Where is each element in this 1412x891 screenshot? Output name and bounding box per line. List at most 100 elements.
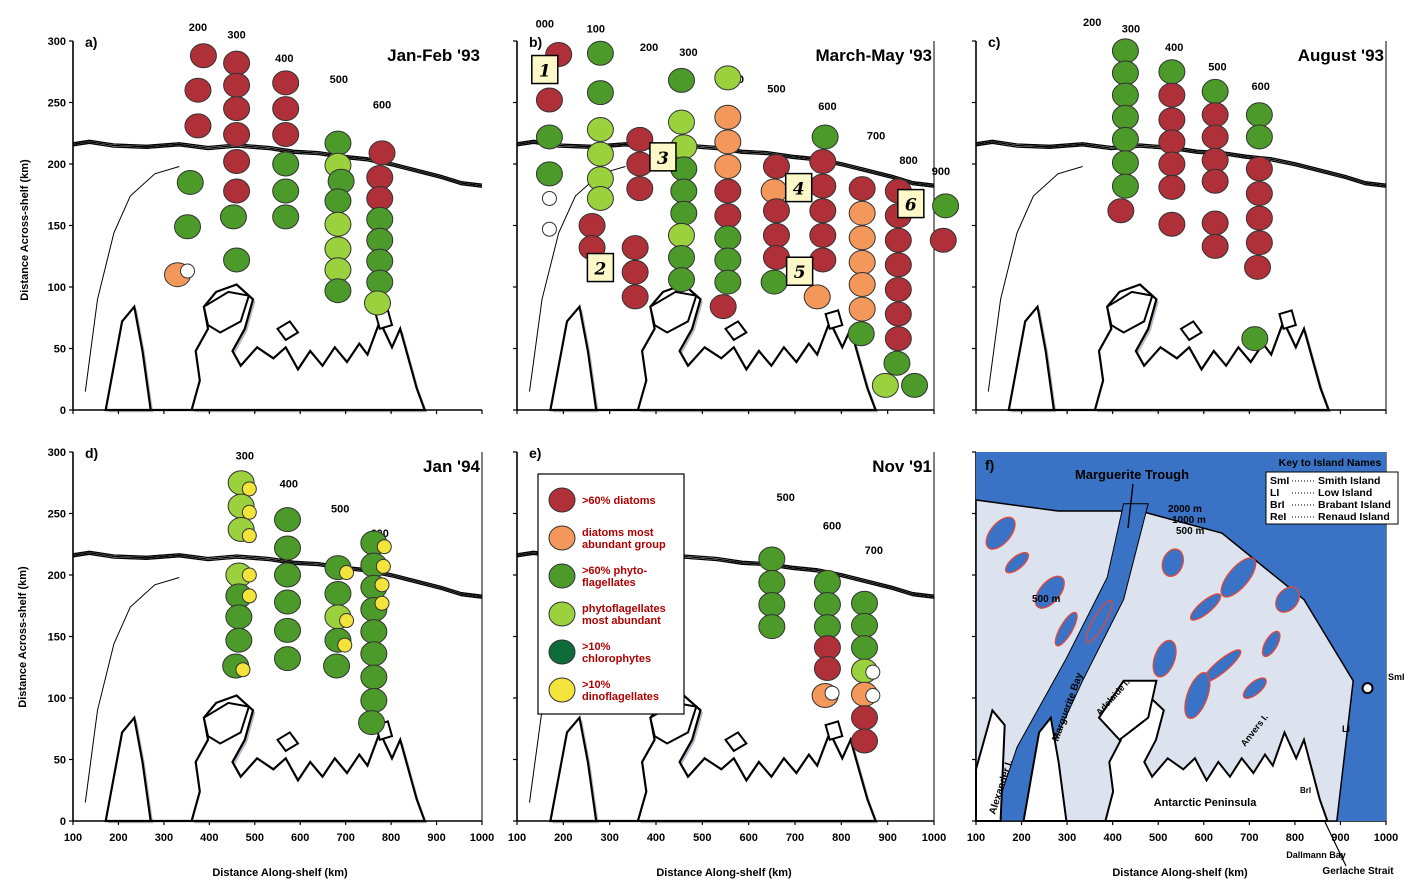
panel-e-letter: e) [529,445,541,461]
panel-b-box-2 [586,252,615,283]
panel-a-station [324,257,352,283]
panel-b-station [586,185,614,211]
brabant-label: BrI [1300,786,1311,795]
panel-f-x-tick-label: 900 [1331,832,1349,844]
legend-label-phytoflagellates_most_abundant: most abundant [582,615,661,627]
panel-d-y-tick-label: 0 [60,816,66,828]
panel-d-station [360,664,388,690]
panel-e-x-tick-label: 600 [739,832,757,844]
legend-label-phytoflagellates_gt60: >60% phyto- [582,565,647,577]
panel-c: c) August '93 200 300 400 500 600 [972,17,1387,414]
panel-a: 0 50 100 150 200 250 300 a) Jan-Feb '93 200 300 400… [48,22,483,417]
panel-d-x-tick-label: 800 [382,832,400,844]
panel-a-y-tick-label: 200 [48,159,66,171]
panel-b-station [848,200,876,226]
panel-d-line-label: 500 [331,503,349,515]
legend-swatch-diatoms_gt60 [548,487,576,513]
panel-b-station [626,126,654,152]
panel-b-station [762,198,790,224]
panel-e-line-label: 700 [865,545,883,557]
panel-a-isobath-3 [72,139,483,185]
panel-b-station [626,151,654,177]
panel-b-station [848,176,876,202]
panel-c-station [1245,102,1273,128]
panel-e-island-3 [824,720,844,742]
panel-e-station [813,614,841,640]
panel-e-station [865,688,881,704]
map-land [1022,694,1329,822]
key-abbr-BrI: BrI [1270,499,1285,511]
panel-b-station [714,269,742,295]
key-box [1265,471,1399,525]
panel-f-x-tick-label: 800 [1286,832,1304,844]
panel-f: 100 200 300 400 500 600 700 800 900 1000 f) Key t… [967,451,1405,877]
panel-f-x-tick-label: 100 [967,832,985,844]
panel-a-y-tick-label: 50 [54,344,66,356]
panel-c-isobath-1 [975,142,1387,188]
panel-c-station [1158,82,1186,108]
panel-b: b)March-May '930001002003004005006007008… [513,18,960,414]
panel-a-y-tick-label: 250 [48,98,66,110]
panel-b-station [714,65,742,91]
panel-e-x-tick-label: 400 [647,832,665,844]
legend-swatch-dinoflagellates_gt10 [548,677,576,703]
panel-a-station [324,188,352,214]
panel-b-station [714,247,742,273]
panel-c-island-3 [1278,309,1298,331]
panel-c-line-label: 400 [1165,42,1183,54]
panel-c-station [1201,233,1229,259]
panel-c-station [1201,124,1229,150]
legend-label-diatoms_most_abundant: diatoms most [582,527,654,539]
panel-b-station [670,178,698,204]
panel-b-box-3 [649,142,677,172]
panel-d-y-tick-label: 100 [48,693,66,705]
panel-a-isobath-1 [72,142,483,188]
panel-d-station [339,613,355,629]
panel-c-station [1201,102,1229,128]
panel-c-station [1111,150,1139,176]
panel-c-title: August '93 [1298,46,1384,65]
panel-c-station [1107,198,1135,224]
panel-e-station [813,635,841,661]
panel-b-station [884,227,912,253]
smith-label: SmI [1388,672,1405,682]
panel-b-station [541,190,557,206]
panel-a-island-1 [202,290,251,334]
panel-b-island-2 [724,320,748,342]
legend-label-diatoms_most_abundant: abundant group [582,539,666,551]
panel-c-station [1111,173,1139,199]
panel-d-station [358,710,386,736]
panel-a-station [363,290,391,316]
panel-f-x-tick-label: 500 [1149,832,1167,844]
panel-a-y-tick-label: 150 [48,221,66,233]
panel-c-station [1158,174,1186,200]
panel-b-title: March-May '93 [816,46,932,65]
panel-c-line-label: 500 [1208,62,1226,74]
panel-d-station [360,641,388,667]
panel-b-box-1 [531,54,559,85]
panel-a-station [174,214,202,240]
panel-d-station [241,504,257,520]
panel-c-station [1241,326,1269,352]
panel-e-station [758,569,786,595]
panel-b-line-label: 900 [932,166,950,178]
panel-a-station [272,178,300,204]
panel-e: 100 200 300 400 500 600 700 800 900 1000 e) Nov '91… [508,445,946,844]
panel-a-line-label: 600 [373,100,391,112]
legend-box [537,473,685,715]
panel-b-station [667,109,695,135]
panel-a-station [223,96,251,122]
panel-c-isobath-2 [975,141,1387,187]
panel-b-box-4 [784,172,813,203]
panel-b-line-label: 700 [867,130,885,142]
panel-d-station [241,588,257,604]
panel-e-station [851,590,878,616]
panel-e-station [865,664,881,680]
y-axis-title-bottom: Distance Across-shelf (km) [17,566,29,708]
panel-d-x-tick-label: 400 [200,832,218,844]
panel-b-station [901,372,929,398]
panel-b-station [714,129,742,155]
panel-e-station [813,569,841,595]
map-basin [1242,677,1267,699]
key-abbr-SmI: SmI [1270,475,1289,487]
